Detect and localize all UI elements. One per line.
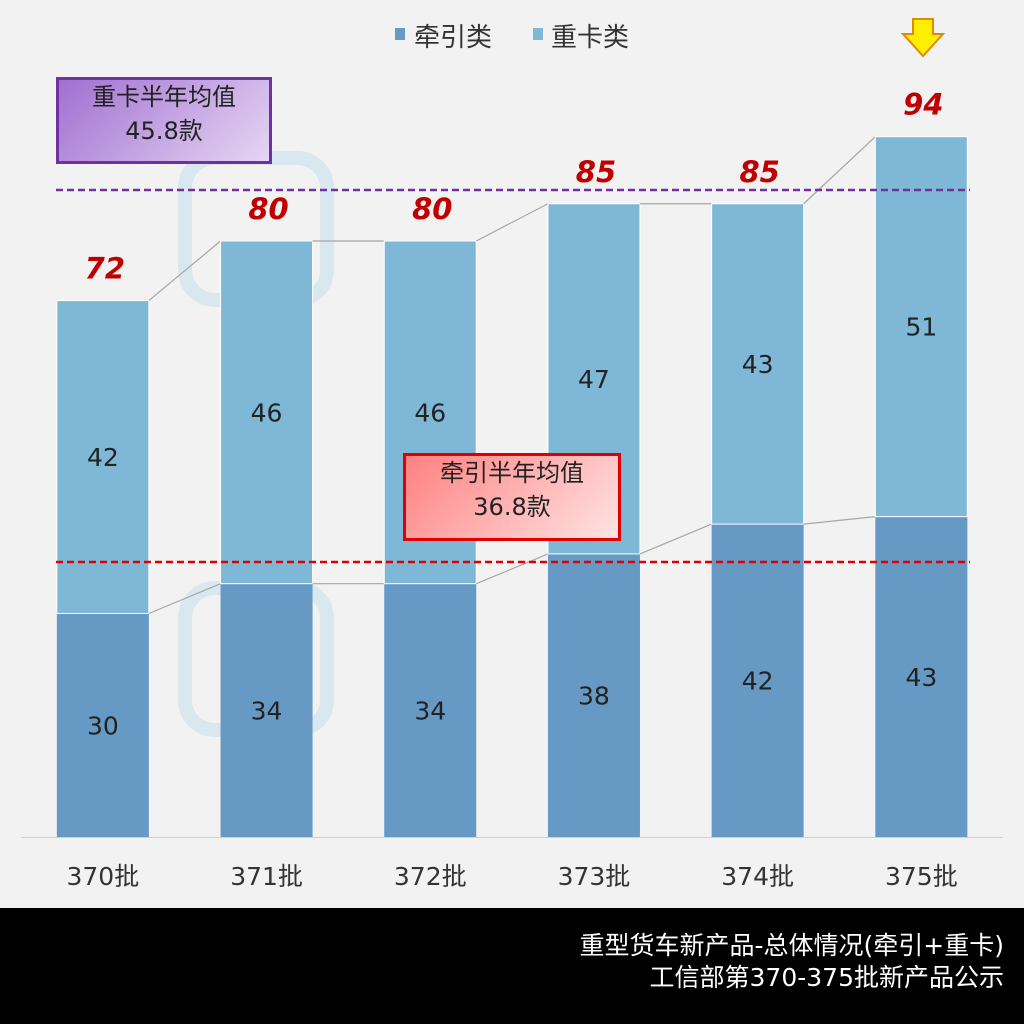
bar-tractor-375批 [875,516,968,837]
data-label-tractor: 34 [251,696,283,725]
tractor-average-value: 36.8款 [473,493,551,521]
tractor-average-callout: 牵引半年均值 36.8款 [403,453,621,541]
caption-title: 重型货车新产品-总体情况(牵引+重卡) [579,931,1004,960]
data-label-tractor: 43 [905,663,937,692]
tractor-connector-line [639,523,712,555]
bar-heavy-375批 [874,136,968,518]
data-label-heavy: 42 [87,443,119,472]
tractor-connector-line [803,516,876,525]
data-label-heavy: 43 [742,350,774,379]
data-label-heavy: 46 [251,398,283,427]
data-label-tractor: 38 [578,681,610,710]
tractor-connector-line [148,583,221,615]
total-connector-line [803,136,876,205]
tractor-connector-line [476,553,549,585]
bar-heavy-374批 [711,203,805,525]
data-label-tractor: 34 [414,696,446,725]
x-tick-label: 372批 [394,862,467,891]
legend-swatch-tractor [395,28,405,40]
x-tick-label: 374批 [721,862,794,891]
total-label: 80 [248,192,288,226]
data-label-tractor: 30 [87,711,119,740]
data-label-tractor: 42 [742,667,774,696]
data-label-heavy: 47 [578,365,610,394]
x-tick-label: 373批 [558,862,631,891]
bar-heavy-371批 [220,240,314,585]
data-label-heavy: 51 [905,313,937,342]
heavy-average-callout: 重卡半年均值 45.8款 [56,77,272,164]
total-connector-line [475,203,549,242]
bar-tractor-370批 [56,613,149,837]
caption-subtitle: 工信部第370-375批新产品公示 [649,963,1004,992]
bar-tractor-371批 [220,583,313,837]
bar-tractor-374批 [711,524,804,837]
total-connector-line [148,240,221,302]
bar-tractor-372批 [384,583,477,837]
x-tick-label: 370批 [66,862,139,891]
heavy-average-value: 45.8款 [125,117,203,145]
stacked-bar-chart: 30 42 72 370批 34 46 80 371批 34 46 80 372批 38 47 85 373批… [21,18,1003,891]
x-tick-label: 371批 [230,862,303,891]
heavy-average-label: 重卡半年均值 [92,83,236,111]
total-label: 80 [412,192,452,226]
data-label-heavy: 46 [414,398,446,427]
legend-label-tractor: 牵引类 [414,23,492,53]
bar-tractor-373批 [547,553,640,837]
x-tick-label: 375批 [885,862,958,891]
legend-label-heavy: 重卡类 [551,23,629,53]
total-label: 85 [576,155,616,189]
down-arrow-icon [900,18,946,58]
tractor-average-label: 牵引半年均值 [440,459,584,487]
legend-swatch-heavy [533,28,543,40]
footer-caption: 重型货车新产品-总体情况(牵引+重卡) 工信部第370-375批新产品公示 [0,908,1024,1024]
total-label: 72 [85,252,125,286]
total-label: 94 [903,88,943,122]
total-label: 85 [739,155,779,189]
